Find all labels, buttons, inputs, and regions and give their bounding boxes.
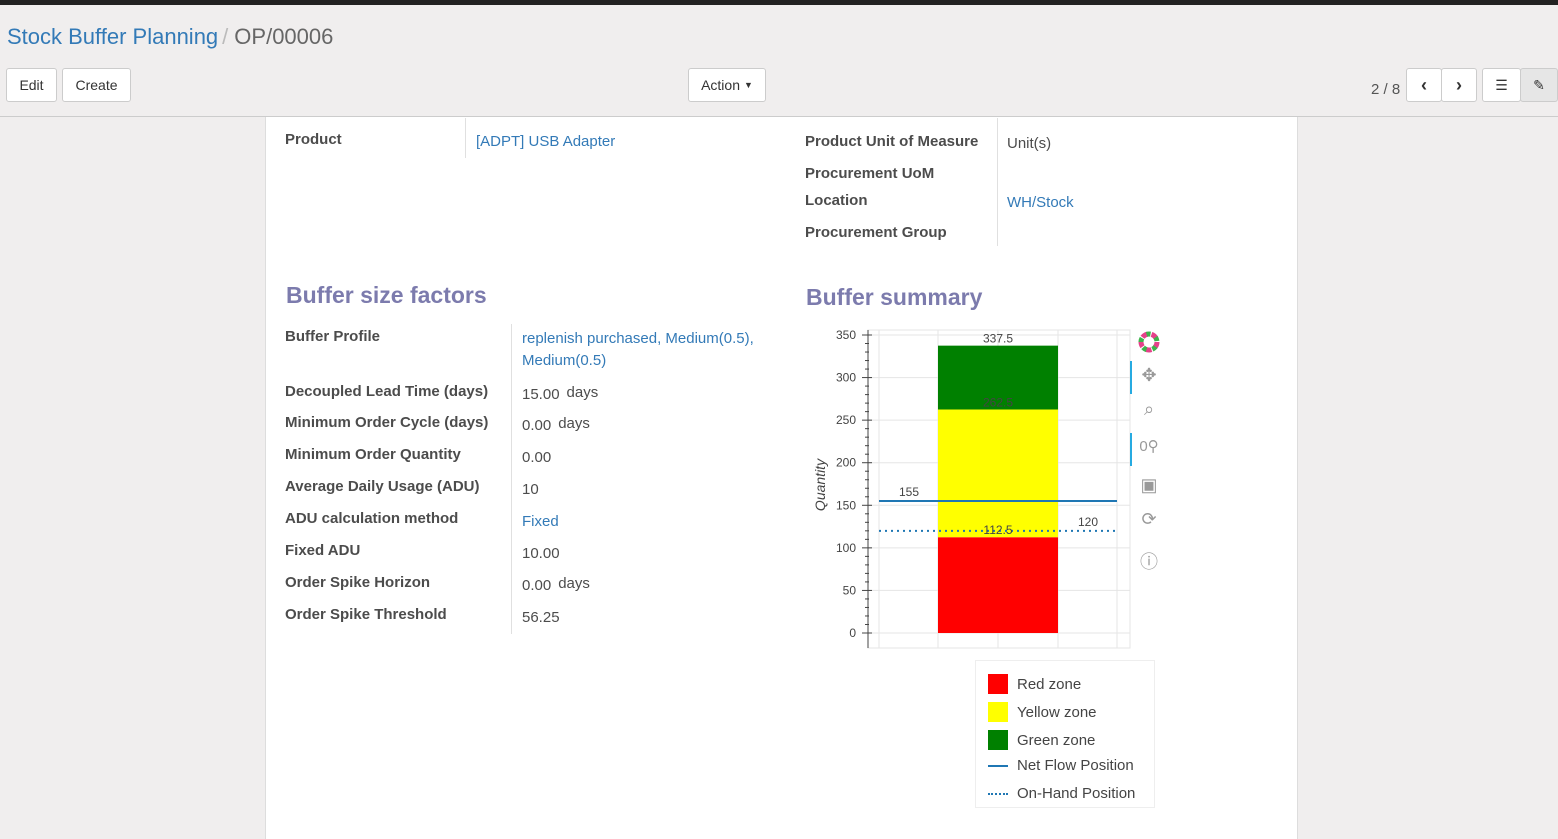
procurement-uom-label: Procurement UoM	[805, 165, 935, 182]
y-tick-label: 0	[849, 626, 856, 640]
factor-value: 56.25	[522, 609, 560, 626]
chart-legend: Red zone Yellow zone Green zone Net Flow…	[975, 660, 1155, 808]
box-zoom-icon[interactable]: ⌕	[1143, 399, 1155, 419]
y-tick-label: 50	[843, 583, 857, 597]
legend-green-zone: Green zone	[988, 730, 1095, 750]
top-bar	[0, 0, 1558, 5]
y-tick-label: 350	[836, 328, 856, 342]
caret-down-icon: ▼	[744, 80, 753, 90]
factor-value-text: 0.00	[522, 449, 552, 466]
save-icon[interactable]: ▣	[1140, 475, 1158, 495]
uom-label: Product Unit of Measure	[805, 133, 979, 150]
line-label: 155	[899, 485, 919, 499]
chevron-left-icon: ‹	[1421, 74, 1427, 95]
procurement-group-label: Procurement Group	[805, 224, 947, 241]
legend-red-zone: Red zone	[988, 674, 1081, 694]
action-button[interactable]: Action ▼	[688, 68, 766, 102]
factor-value-text: 10.00	[522, 545, 560, 562]
buffer-chart: 0 50 100 150 200 250 300 350 Quantity 155 120 112.5…	[812, 328, 1131, 649]
bokeh-logo-icon	[1138, 331, 1160, 353]
next-button[interactable]: ›	[1441, 68, 1477, 102]
product-label: Product	[285, 131, 342, 148]
factor-label: ADU calculation method	[285, 510, 459, 527]
factor-label: Buffer Profile	[285, 328, 381, 345]
bar-segment-yellow-zone	[938, 409, 1058, 538]
factor-value-text: 0.00	[522, 577, 552, 594]
factor-unit: days	[558, 575, 590, 592]
action-label: Action	[701, 77, 740, 93]
breadcrumb: Stock Buffer Planning / OP/00006	[7, 24, 334, 49]
factor-value-text: Fixed	[522, 513, 559, 530]
factor-value[interactable]: replenish purchased, Medium(0.5), Medium…	[522, 328, 772, 372]
legend-net-flow: Net Flow Position	[988, 757, 1134, 774]
factor-value-text: 15.00	[522, 386, 560, 403]
factor-value-text: 10	[522, 481, 539, 498]
edit-button[interactable]: Edit	[6, 68, 57, 102]
create-button[interactable]: Create	[62, 68, 131, 102]
factor-value-text: replenish purchased, Medium(0.5), Medium…	[522, 330, 754, 369]
factor-label: Minimum Order Quantity	[285, 446, 461, 463]
y-axis-label: Quantity	[812, 458, 828, 511]
reset-icon[interactable]: ⟳	[1141, 509, 1157, 529]
breadcrumb-parent[interactable]: Stock Buffer Planning	[7, 24, 219, 49]
factor-value[interactable]: Fixed	[522, 513, 559, 530]
factor-label: Order Spike Threshold	[285, 606, 447, 623]
factor-value: 10	[522, 481, 539, 498]
buffer-summary-title: Buffer summary	[806, 284, 983, 310]
bar-label: 262.5	[983, 396, 1013, 410]
bar-segment-green-zone	[938, 345, 1058, 410]
line-label: 120	[1078, 515, 1098, 529]
legend-on-hand: On-Hand Position	[988, 785, 1135, 802]
y-tick-label: 150	[836, 498, 856, 512]
location-label: Location	[805, 192, 868, 209]
factor-label: Average Daily Usage (ADU)	[285, 478, 480, 495]
list-view-button[interactable]: ☰	[1482, 68, 1521, 102]
factor-value-text: 0.00	[522, 417, 552, 434]
bar-label: 337.5	[983, 332, 1013, 346]
buffer-size-factors-title: Buffer size factors	[286, 282, 487, 308]
bar-segment-red-zone	[938, 537, 1058, 633]
edit-icon: ✎	[1533, 76, 1545, 93]
form-view-button[interactable]: ✎	[1520, 68, 1558, 102]
factor-value: 0.00 days	[522, 575, 590, 594]
help-icon[interactable]: ⓘ	[1140, 552, 1158, 572]
y-tick-label: 100	[836, 541, 856, 555]
pan-icon[interactable]: ✥	[1141, 365, 1157, 385]
factor-value: 15.00 days	[522, 384, 599, 403]
factor-label: Minimum Order Cycle (days)	[285, 414, 489, 431]
factor-value: 10.00	[522, 545, 560, 562]
location-value[interactable]: WH/Stock	[1007, 194, 1074, 211]
y-tick-label: 250	[836, 413, 856, 427]
product-value[interactable]: [ADPT] USB Adapter	[476, 133, 616, 150]
factor-value-text: 56.25	[522, 609, 560, 626]
wheel-zoom-icon[interactable]: 0⚲	[1139, 438, 1159, 455]
bar-label: 112.5	[983, 523, 1012, 537]
pager-value: 2 / 8	[1371, 81, 1401, 98]
legend-yellow-zone: Yellow zone	[988, 702, 1097, 722]
uom-value: Unit(s)	[1007, 135, 1052, 152]
factor-label: Order Spike Horizon	[285, 574, 431, 591]
factor-value: 0.00	[522, 449, 551, 466]
chevron-right-icon: ›	[1456, 74, 1462, 95]
y-tick-label: 300	[836, 371, 856, 385]
y-tick-label: 200	[836, 456, 856, 470]
factor-unit: days	[566, 384, 599, 401]
factor-label: Fixed ADU	[285, 542, 361, 559]
control-panel: Stock Buffer Planning / OP/00006 Edit Crea…	[0, 5, 1558, 117]
factor-unit: days	[558, 415, 590, 432]
factor-label: Decoupled Lead Time (days)	[285, 383, 489, 400]
factor-value: 0.00 days	[522, 415, 590, 434]
previous-button[interactable]: ‹	[1406, 68, 1442, 102]
list-icon: ☰	[1495, 76, 1508, 93]
breadcrumb-current: OP/00006	[234, 24, 334, 49]
